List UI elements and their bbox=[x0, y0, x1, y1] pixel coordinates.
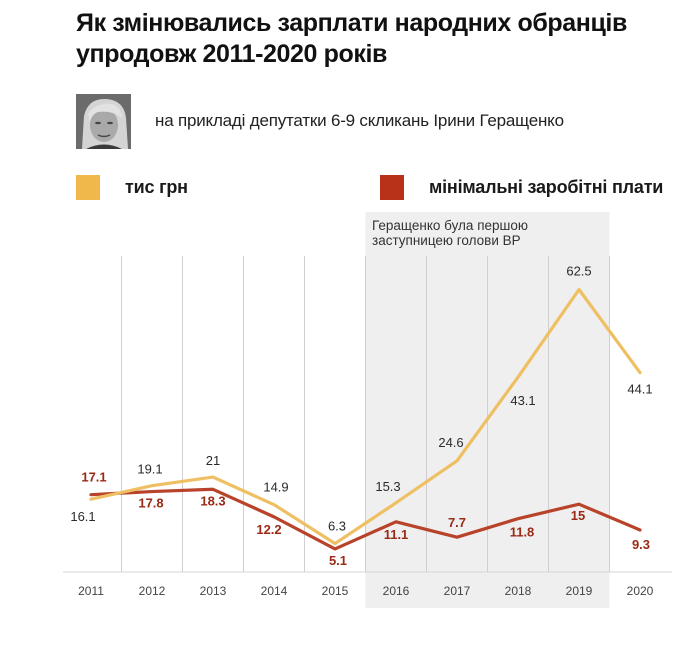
data-label-minwage: 11.8 bbox=[510, 525, 535, 540]
data-label-minwage: 5.1 bbox=[329, 553, 347, 568]
data-labels: 16.1 19.1 21 14.9 6.3 15.3 24.6 43.1 62.5 44.1 17.… bbox=[70, 264, 652, 568]
data-label-salary: 16.1 bbox=[70, 509, 95, 524]
x-tick-labels: 2011 2012 2013 2014 2015 2016 2017 2018 2019 2020 bbox=[78, 584, 654, 598]
data-label-minwage: 17.8 bbox=[138, 496, 163, 511]
x-tick-label: 2018 bbox=[505, 584, 532, 598]
data-label-salary: 15.3 bbox=[375, 479, 400, 494]
x-tick-label: 2011 bbox=[78, 584, 104, 598]
legend-label-salary: тис грн bbox=[125, 177, 188, 197]
legend-swatch-salary bbox=[76, 175, 100, 200]
x-tick-label: 2012 bbox=[139, 584, 166, 598]
highlight-annotation: Геращенко була першою заступницею голови… bbox=[372, 218, 547, 248]
data-label-salary: 6.3 bbox=[328, 519, 346, 534]
x-tick-label: 2015 bbox=[322, 584, 349, 598]
series-lines bbox=[89, 287, 642, 551]
minwage-line bbox=[89, 487, 642, 551]
legend-label-minwage: мінімальні заробітні плати bbox=[429, 177, 664, 197]
data-label-salary: 19.1 bbox=[137, 462, 162, 477]
subtitle: на прикладі депутатки 6-9 скликань Ірини… bbox=[155, 111, 564, 130]
x-tick-label: 2020 bbox=[627, 584, 654, 598]
data-label-minwage: 11.1 bbox=[384, 527, 409, 542]
legend-item-salary: тис грн bbox=[76, 175, 188, 200]
data-label-minwage: 9.3 bbox=[632, 537, 650, 552]
data-label-salary: 62.5 bbox=[566, 264, 591, 279]
grid-lines bbox=[121, 256, 610, 572]
data-label-minwage: 15 bbox=[571, 508, 585, 523]
data-label-minwage: 12.2 bbox=[256, 522, 281, 537]
data-label-minwage: 18.3 bbox=[200, 493, 225, 508]
legend-swatch-minwage bbox=[380, 175, 404, 200]
annotation-text: Геращенко була першою заступницею голови… bbox=[372, 218, 528, 248]
title-line-1: Як змінювались зарплати народних обранці… bbox=[76, 9, 627, 37]
salary-line bbox=[89, 287, 642, 546]
data-label-salary: 21 bbox=[206, 453, 220, 468]
data-label-salary: 43.1 bbox=[510, 393, 535, 408]
data-label-minwage: 7.7 bbox=[448, 515, 466, 530]
x-tick-label: 2019 bbox=[566, 584, 593, 598]
x-tick-label: 2016 bbox=[383, 584, 410, 598]
data-label-minwage: 17.1 bbox=[81, 470, 106, 485]
portrait-icon bbox=[76, 94, 131, 149]
data-label-salary: 44.1 bbox=[627, 382, 652, 397]
avatar bbox=[76, 94, 131, 149]
data-label-salary: 24.6 bbox=[438, 435, 463, 450]
data-label-salary: 14.9 bbox=[263, 480, 288, 495]
x-tick-label: 2013 bbox=[200, 584, 227, 598]
x-tick-label: 2017 bbox=[444, 584, 471, 598]
x-tick-label: 2014 bbox=[261, 584, 288, 598]
chart-title: Як змінювались зарплати народних обранці… bbox=[76, 8, 696, 70]
title-line-2: упродовж 2011-2020 років bbox=[76, 40, 387, 68]
legend-item-minwage: мінімальні заробітні плати bbox=[380, 175, 663, 200]
